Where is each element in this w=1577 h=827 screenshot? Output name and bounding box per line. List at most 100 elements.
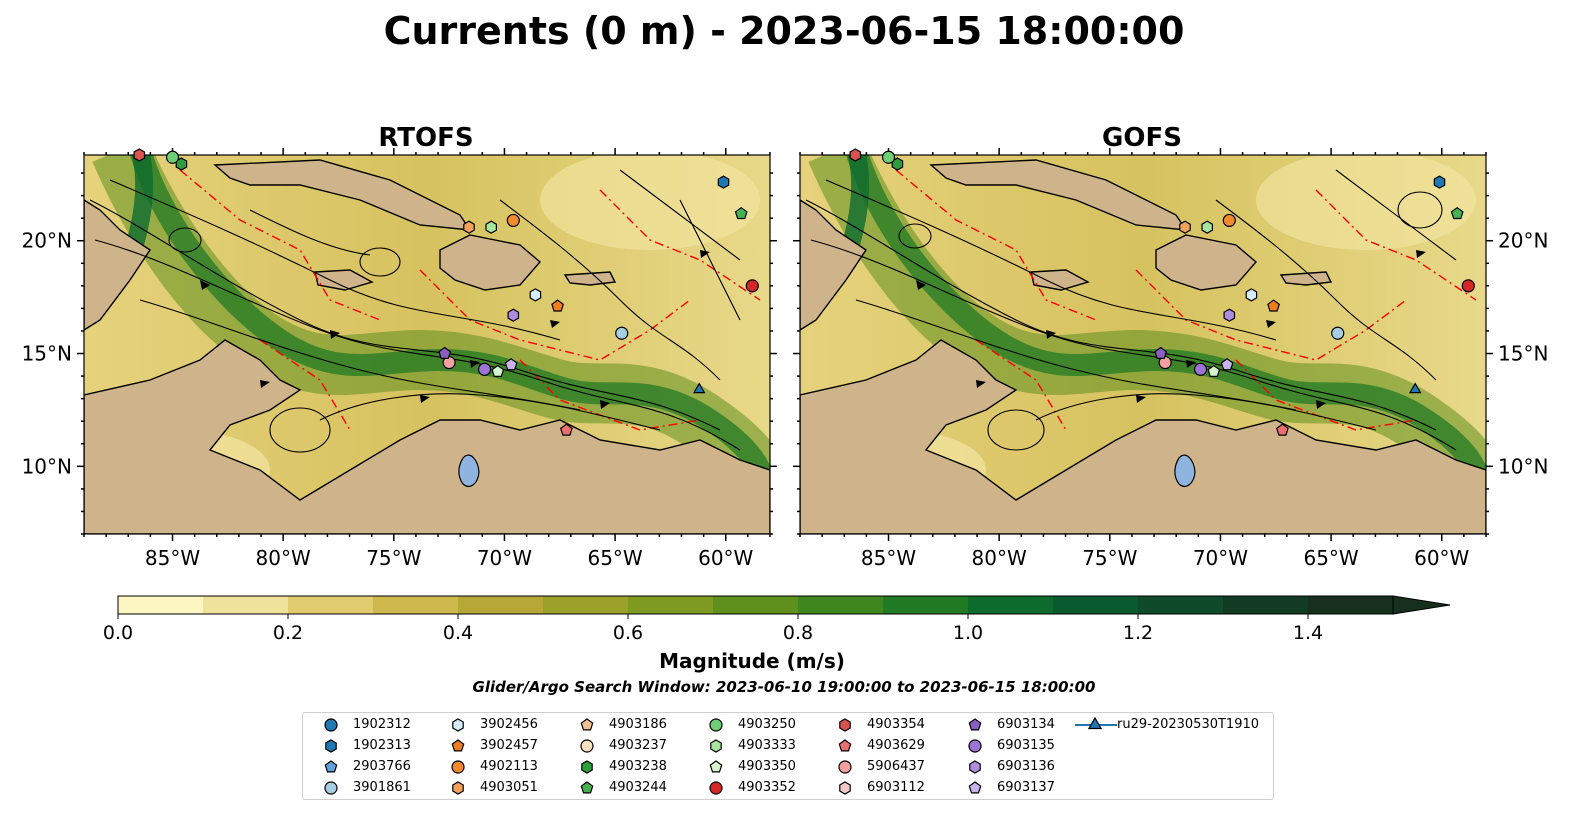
legend-label: 4903244: [609, 780, 667, 795]
legend-marker-4903350: [709, 760, 723, 773]
colorbar-bin: [713, 596, 799, 614]
marker-3902457: [551, 299, 565, 312]
colorbar-bin: [798, 596, 884, 614]
marker-6903137: [504, 358, 518, 371]
legend-marker-3901861: [324, 781, 338, 795]
marker-4903352: [745, 279, 759, 293]
legend-label: 5906437: [867, 759, 925, 774]
streamline-arrows: [200, 250, 710, 409]
colorbar-tick-label: 0.4: [443, 622, 473, 644]
legend-label: 6903135: [997, 738, 1055, 753]
lake-maracaibo: [1174, 454, 1196, 487]
colorbar-bin: [118, 596, 204, 614]
marker-3901861: [1331, 326, 1345, 340]
legend-marker-shape: [968, 718, 982, 731]
legend-marker-shape: [580, 739, 594, 753]
marker-4903051: [1179, 220, 1191, 234]
colorbar-ticks: 0.0 0.2 0.4 0.6 0.8 1.0 1.2 1.4: [103, 614, 1323, 644]
colorbar-extend-arrow: [1392, 595, 1451, 615]
legend-label: 4903186: [609, 717, 667, 732]
axis-labels-gofs: 85°W 80°W 75°W 70°W 65°W 60°W 20°N 15°N 10°N: [861, 229, 1549, 570]
y-tick-label: 20°N: [22, 229, 72, 253]
legend-marker-6903137: [968, 781, 982, 794]
legend-marker-shape: [451, 739, 465, 752]
marker-1902313: [1433, 175, 1446, 189]
map-frame-rtofs: [83, 154, 771, 535]
colorbar-bin: [628, 596, 714, 614]
legend-marker-shape: [452, 781, 464, 795]
marker-4903244: [734, 206, 748, 220]
x-tick-label: 75°W: [366, 546, 421, 570]
y-tick-label: 15°N: [22, 342, 72, 366]
legend-marker-4903244: [580, 781, 594, 794]
marker-3902456: [529, 288, 542, 302]
streamlines: [89, 169, 741, 453]
marker-6903135: [477, 362, 492, 376]
marker-3901861: [615, 326, 629, 340]
marker-ru29-20230530T1910: [1408, 382, 1422, 394]
marker-6903137: [1220, 358, 1234, 371]
colorbar-bin: [458, 596, 544, 614]
figure-title: Currents (0 m) - 2023-06-15 18:00:00: [384, 9, 1185, 53]
x-tick-label: 80°W: [256, 546, 311, 570]
x-tick-label: 75°W: [1082, 546, 1137, 570]
legend-marker-4903354: [839, 718, 851, 732]
colorbar-bin: [1223, 596, 1309, 614]
map-panel-gofs: GOFS: [793, 123, 1548, 570]
axis-ticks-gofs: [793, 148, 1493, 541]
legend-label: 4903352: [738, 780, 796, 795]
legend-marker-4902113: [451, 760, 465, 774]
legend-marker-6903135: [968, 739, 982, 753]
marker-3902456: [1245, 288, 1258, 302]
legend-label: 4903237: [609, 738, 667, 753]
y-tick-label: 15°N: [1498, 342, 1548, 366]
marker-4903350: [491, 364, 505, 377]
axis-ticks-rtofs: [77, 148, 777, 541]
x-tick-label: 85°W: [145, 546, 200, 570]
colorbar-tick-label: 0.2: [273, 622, 303, 644]
legend-label: 6903136: [997, 759, 1055, 774]
y-tick-label: 20°N: [1498, 229, 1548, 253]
axis-labels-rtofs: 85°W 80°W 75°W 70°W 65°W 60°W 20°N 15°N 10°N: [22, 229, 754, 570]
markers-rtofs: [133, 148, 759, 436]
marker-4903354: [849, 148, 862, 162]
legend-label: 4903629: [867, 738, 925, 753]
legend-label: 3902456: [480, 717, 538, 732]
legend-marker-5906437: [838, 760, 852, 774]
map-panel-rtofs: RTOFS: [22, 123, 777, 570]
marker-4903354: [133, 148, 146, 162]
marker-6903136: [1223, 308, 1236, 322]
marker-4903250: [881, 150, 896, 164]
legend-marker-6903112: [839, 781, 851, 795]
colorbar-tick-label: 0.8: [783, 622, 813, 644]
colorbar-tick-label: 1.2: [1123, 622, 1153, 644]
legend-marker-shape: [710, 739, 722, 753]
legend-marker-shape: [838, 739, 852, 752]
marker-1902313: [717, 175, 730, 189]
marker-4902113: [506, 213, 520, 228]
legend-marker-4903333: [710, 739, 722, 753]
colorbar-tick-label: 0.6: [613, 622, 643, 644]
legend-label: 2903766: [353, 759, 411, 774]
legend-marker-shape: [580, 781, 594, 794]
marker-4903051: [463, 220, 475, 234]
legend-marker-shape: [325, 739, 337, 753]
colorbar-bin: [203, 596, 289, 614]
legend-marker-1902312: [324, 718, 338, 732]
legend-marker-4903051: [452, 781, 464, 795]
marker-4903629: [1275, 423, 1289, 436]
marker-4903629: [559, 423, 573, 436]
marker-4902113: [1222, 213, 1236, 228]
legend-marker-shape: [709, 718, 723, 732]
legend-label: 6903112: [867, 780, 925, 795]
colorbar-bin: [1308, 596, 1394, 614]
legend-marker-shape: [324, 760, 338, 773]
legend-marker-3902457: [451, 739, 465, 752]
legend-label: 4903354: [867, 717, 925, 732]
legend-label: 4903350: [738, 759, 796, 774]
legend-label: 4903250: [738, 717, 796, 732]
search-window-caption: Glider/Argo Search Window: 2023-06-10 19…: [473, 678, 1096, 696]
y-tick-label: 10°N: [1498, 454, 1548, 478]
legend-marker-shape: [452, 718, 464, 732]
legend-marker-6903136: [969, 760, 981, 774]
